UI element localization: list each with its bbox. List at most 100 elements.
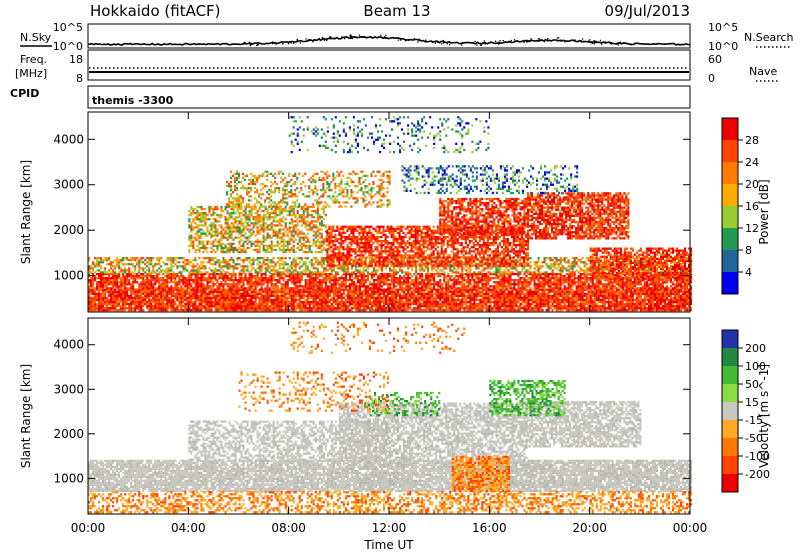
heatmap-cell xyxy=(387,279,390,282)
heatmap-cell xyxy=(176,283,179,286)
heatmap-cell xyxy=(336,287,339,290)
heatmap-cell xyxy=(154,302,157,306)
heatmap-cell xyxy=(326,305,329,308)
heatmap-cell xyxy=(306,281,309,284)
heatmap-cell xyxy=(397,292,400,295)
heatmap-cell xyxy=(603,300,606,304)
heatmap-cell xyxy=(443,300,446,304)
heatmap-cell xyxy=(264,292,267,295)
heatmap-cell xyxy=(246,287,249,290)
heatmap-cell xyxy=(541,272,544,276)
heatmap-cell xyxy=(126,300,129,304)
heatmap-cell xyxy=(170,281,173,284)
heatmap-cell xyxy=(611,290,614,293)
heatmap-cell xyxy=(260,309,263,312)
heatmap-cell xyxy=(160,305,163,308)
heatmap-cell xyxy=(178,275,181,278)
heatmap-cell xyxy=(539,275,542,278)
heatmap-cell xyxy=(653,294,656,297)
heatmap-cell xyxy=(338,285,341,288)
heatmap-cell xyxy=(154,300,157,304)
heatmap-cell xyxy=(647,290,650,293)
heatmap-cell xyxy=(631,283,634,286)
heatmap-cell xyxy=(320,307,323,310)
heatmap-cell xyxy=(471,285,474,288)
heatmap-cell xyxy=(623,298,626,302)
heatmap-cell xyxy=(164,287,167,290)
heatmap-cell xyxy=(433,298,436,302)
heatmap-cell xyxy=(142,288,145,291)
heatmap-cell xyxy=(196,272,199,276)
heatmap-cell xyxy=(292,288,295,291)
heatmap-cell xyxy=(655,302,658,306)
heatmap-cell xyxy=(569,305,572,308)
heatmap-cell xyxy=(346,288,349,291)
heatmap-cell xyxy=(164,302,167,306)
heatmap-cell xyxy=(461,305,464,308)
heatmap-cell xyxy=(595,305,598,308)
heatmap-cell xyxy=(208,300,211,304)
heatmap-cell xyxy=(635,287,638,290)
heatmap-cell xyxy=(505,300,508,304)
heatmap-cell xyxy=(473,281,476,284)
heatmap-cell xyxy=(124,277,127,280)
heatmap-cell xyxy=(186,305,189,308)
heatmap-cell xyxy=(539,305,542,308)
heatmap-cell xyxy=(659,288,662,291)
heatmap-cell xyxy=(657,300,660,304)
noise-search-point xyxy=(362,36,364,38)
heatmap-cell xyxy=(316,309,319,312)
heatmap-cell xyxy=(300,279,303,282)
heatmap-cell xyxy=(587,283,590,286)
heatmap-cell xyxy=(94,277,97,280)
heatmap-cell xyxy=(655,294,658,297)
heatmap-cell xyxy=(262,300,265,304)
heatmap-cell xyxy=(511,287,514,290)
heatmap-cell xyxy=(495,294,498,297)
heatmap-cell xyxy=(547,292,550,295)
heatmap-cell xyxy=(539,285,542,288)
heatmap-cell xyxy=(236,307,239,310)
heatmap-cell xyxy=(216,288,219,291)
heatmap-cell xyxy=(639,300,642,304)
heatmap-cell xyxy=(204,305,207,308)
heatmap-cell xyxy=(182,296,185,300)
heatmap-cell xyxy=(320,285,323,288)
heatmap-cell xyxy=(92,279,95,282)
heatmap-cell xyxy=(519,298,522,302)
heatmap-cell xyxy=(617,309,620,312)
heatmap-cell xyxy=(250,281,253,284)
heatmap-cell xyxy=(651,307,654,310)
heatmap-cell xyxy=(627,296,630,300)
heatmap-cell xyxy=(637,287,640,290)
heatmap-cell xyxy=(214,279,217,282)
heatmap-cell xyxy=(312,283,315,286)
heatmap-cell xyxy=(439,307,442,310)
heatmap-cell xyxy=(110,272,113,276)
heatmap-cell xyxy=(306,279,309,282)
heatmap-cell xyxy=(673,300,676,304)
heatmap-cell xyxy=(320,302,323,306)
heatmap-cell xyxy=(545,277,548,280)
heatmap-cell xyxy=(332,275,335,278)
noise-search-point xyxy=(349,36,352,38)
heatmap-cell xyxy=(92,281,95,284)
heatmap-cell xyxy=(615,300,618,304)
heatmap-cell xyxy=(571,275,574,278)
heatmap-cell xyxy=(633,302,636,306)
heatmap-cell xyxy=(587,305,590,308)
heatmap-cell xyxy=(310,296,313,300)
heatmap-cell xyxy=(240,296,243,300)
heatmap-cell xyxy=(529,287,532,290)
heatmap-cell xyxy=(338,279,341,282)
heatmap-cell xyxy=(375,272,378,276)
heatmap-cell xyxy=(583,287,586,290)
heatmap-cell xyxy=(116,285,119,288)
heatmap-cell xyxy=(148,281,151,284)
heatmap-cell xyxy=(336,277,339,280)
heatmap-cell xyxy=(286,300,289,304)
heatmap-cell xyxy=(387,283,390,286)
heatmap-cell xyxy=(533,287,536,290)
heatmap-cell xyxy=(567,287,570,290)
heatmap-cell xyxy=(354,272,357,276)
